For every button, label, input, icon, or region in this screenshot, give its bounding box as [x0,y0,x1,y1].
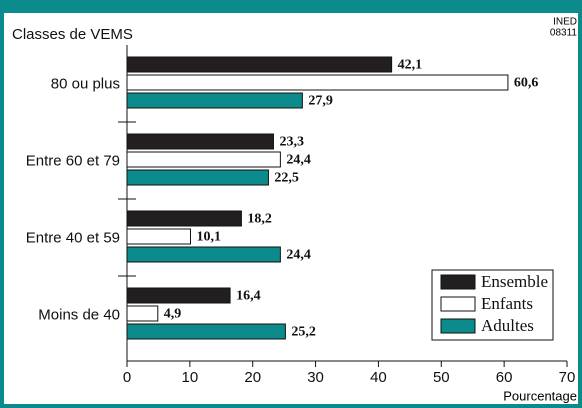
bar [126,287,231,304]
value-label: 60,6 [514,76,539,91]
value-label: 18,2 [247,212,272,227]
bar [126,133,274,150]
legend-swatch [440,296,476,312]
bar [126,169,269,186]
bar [126,210,242,227]
x-tick-label: 0 [123,369,131,386]
bar [126,92,303,109]
x-tick-label: 60 [496,369,513,386]
bar [126,151,281,168]
x-tick-label: 10 [182,369,199,386]
y-tick-label: Entre 60 et 79 [26,152,120,169]
value-label: 22,5 [274,171,299,186]
bar [126,56,393,73]
legend-swatch [440,274,476,290]
x-tick-label: 30 [307,369,324,386]
x-tick-label: 40 [370,369,387,386]
legend-label: Ensemble [481,272,548,291]
x-tick-label: 50 [433,369,450,386]
value-label: 10,1 [196,230,221,245]
value-label: 42,1 [398,58,423,73]
value-label: 25,2 [291,325,316,340]
value-label: 16,4 [236,289,260,304]
bar [126,305,159,322]
bar [126,246,281,263]
value-label: 23,3 [279,135,304,150]
legend-label: Adultes [481,316,534,335]
bar [126,323,286,340]
y-tick-label: 80 ou plus [51,75,120,92]
value-label: 4,9 [164,307,182,322]
bar [126,74,509,91]
legend-label: Enfants [481,294,533,313]
bar [126,228,191,245]
source: INED [553,17,577,28]
y-tick-label: Moins de 40 [38,306,120,323]
code: 08311 [550,28,578,39]
x-axis-label: Pourcentage [503,388,577,403]
value-label: 24,4 [286,153,311,168]
y-axis-label: Classes de VEMS [12,26,133,43]
x-tick-label: 20 [244,369,261,386]
y-tick-label: Entre 40 et 59 [26,229,120,246]
x-tick-label: 70 [559,369,576,386]
legend-swatch [440,318,476,334]
value-label: 27,9 [308,94,333,109]
value-label: 24,4 [286,248,311,263]
